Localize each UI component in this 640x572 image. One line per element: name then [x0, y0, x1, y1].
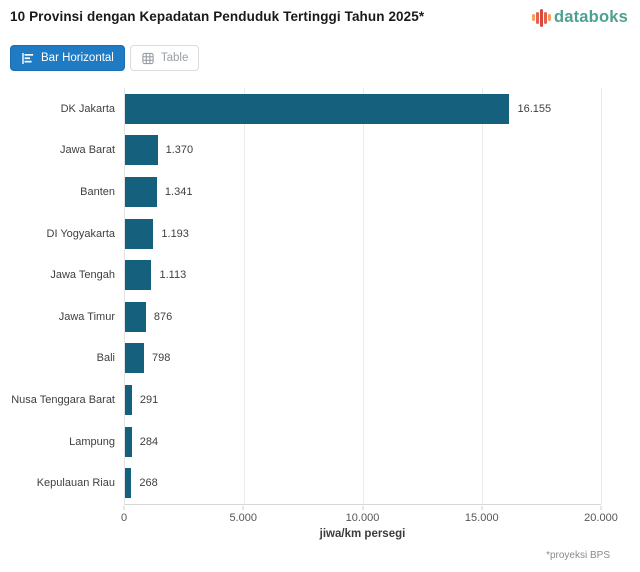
value-label: 16.155 [517, 102, 552, 115]
category-label: Jawa Tengah [50, 269, 115, 282]
category-label: Kepulauan Riau [36, 477, 115, 490]
value-label: 1.370 [165, 144, 194, 157]
table-label: Table [160, 52, 189, 64]
bar-row: Kepulauan Riau 268 [37, 462, 601, 504]
category-label: Jawa Barat [59, 144, 115, 157]
category-label: Banten [80, 185, 115, 198]
bar[interactable] [125, 93, 510, 124]
bar[interactable] [125, 176, 157, 207]
category-label: Jawa Timur [58, 310, 115, 323]
value-label: 798 [151, 352, 171, 365]
bar[interactable] [125, 301, 146, 332]
bar[interactable] [125, 218, 154, 249]
bar-row: Bali 798 [97, 338, 601, 380]
bar-row: Jawa Tengah 1.113 [50, 254, 601, 296]
bar-row: DI Yogyakarta 1.193 [47, 213, 601, 255]
value-label: 1.193 [161, 227, 189, 240]
tick-label: 15.000 [464, 512, 499, 524]
chart-view-toolbar: Bar Horizontal Table [10, 45, 200, 71]
gridline [601, 88, 602, 504]
bar[interactable] [125, 135, 158, 166]
bar[interactable] [125, 343, 144, 374]
table-button[interactable]: Table [129, 45, 200, 71]
databoks-pulse-icon [531, 8, 551, 27]
x-axis-title: jiwa/km persegi [319, 528, 406, 540]
category-label: DK Jakarta [60, 102, 115, 115]
value-label: 876 [153, 310, 173, 323]
databoks-logo[interactable]: databoks [531, 8, 628, 27]
tick-mark [242, 506, 244, 510]
bar[interactable] [125, 426, 132, 457]
bar-horizontal-button[interactable]: Bar Horizontal [10, 45, 125, 71]
table-grid-icon [141, 52, 155, 65]
bar-row: Jawa Barat 1.370 [60, 130, 601, 172]
bar-row: Jawa Timur 876 [59, 296, 601, 338]
bar-horizontal-label: Bar Horizontal [41, 52, 114, 64]
page-title: 10 Provinsi dengan Kepadatan Penduduk Te… [10, 9, 425, 24]
bar-row: Lampung 284 [69, 421, 601, 463]
value-label: 268 [139, 477, 158, 490]
tick-mark [362, 506, 363, 510]
category-label: DI Yogyakarta [46, 227, 116, 240]
gridline [244, 88, 245, 504]
category-label: Lampung [69, 435, 115, 448]
gridline [482, 88, 483, 504]
source-footnote: *proyeksi BPS [546, 550, 610, 561]
value-label: 1.341 [164, 185, 193, 198]
bar-row: Nusa Tenggara Barat 291 [11, 379, 601, 421]
bar[interactable] [125, 260, 152, 291]
x-axis: 0 5.000 10.000 15.000 20.000 [120, 506, 618, 526]
value-label: 291 [139, 393, 159, 406]
bar-chart-icon [21, 52, 35, 65]
plot-area: DK Jakarta 16.155 Jawa Barat 1.370 Banten 1.3… [11, 88, 602, 505]
tick-mark [481, 506, 483, 510]
bar[interactable] [125, 384, 132, 415]
brand-name: databoks [553, 8, 628, 26]
bar-row: DK Jakarta 16.155 [61, 88, 601, 130]
tick-label: 20.000 [584, 512, 618, 524]
bar-row: Banten 1.341 [80, 171, 601, 213]
category-label: Bali [96, 352, 115, 365]
tick-label: 5.000 [229, 512, 258, 524]
bar-rows: DK Jakarta 16.155 Jawa Barat 1.370 Banten 1.3… [11, 88, 601, 504]
category-label: Nusa Tenggara Barat [11, 393, 115, 406]
tick-mark [600, 506, 602, 510]
value-label: 1.113 [159, 269, 187, 282]
gridline [363, 88, 364, 504]
value-label: 284 [139, 435, 159, 448]
tick-label: 10.000 [345, 512, 380, 524]
bar[interactable] [125, 468, 132, 499]
tick-mark [123, 506, 125, 510]
tick-label: 0 [120, 512, 128, 524]
